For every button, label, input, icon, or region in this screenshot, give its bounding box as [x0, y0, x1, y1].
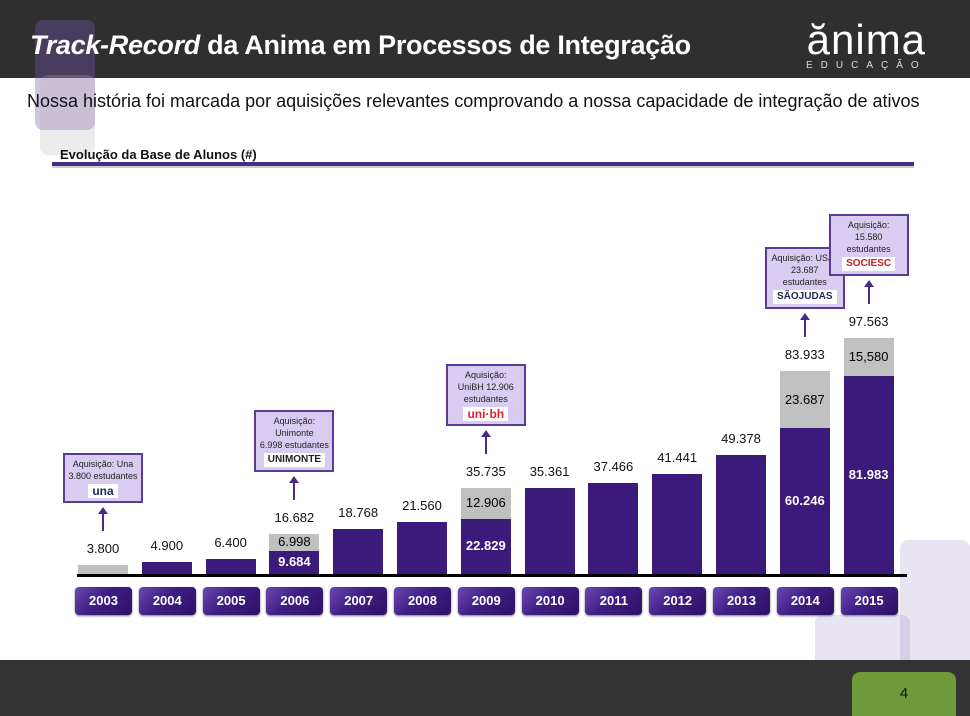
arrow-up-icon	[289, 475, 300, 500]
callout-text: Aquisição: USJT	[771, 252, 839, 263]
acquired-school-logo: una	[88, 483, 118, 498]
acquisition-callout: Aquisição: 15.580 estudantes SOCIESC	[828, 214, 909, 276]
callout-text: 15.580	[854, 232, 883, 242]
year-button-2005[interactable]: 2005	[202, 587, 260, 615]
arrow-up-icon	[480, 429, 491, 454]
year-button-2009[interactable]: 2009	[457, 587, 515, 615]
year-button-2013[interactable]: 2013	[713, 587, 770, 615]
acquired-school-logo: UNIMONTE	[263, 452, 326, 467]
year-button-2014[interactable]: 2014	[776, 587, 834, 615]
arrow-up-icon	[98, 506, 108, 531]
callout-text: Aquisição:	[847, 220, 890, 230]
bar-base-2010	[524, 488, 575, 574]
footer-bar	[0, 660, 970, 716]
total-label-2009: 35.735	[465, 463, 506, 479]
total-label-2004: 4.900	[150, 538, 184, 554]
acquisition-callout: Aquisição: Unimonte 6.998 estudantes UNIMON…	[254, 409, 335, 472]
total-label-2011: 37.466	[593, 459, 634, 475]
bar-base-2011	[588, 483, 639, 574]
year-button-2006[interactable]: 2006	[266, 587, 324, 615]
logo-sub: EDUCAÇÃO	[806, 60, 927, 71]
year-button-2010[interactable]: 2010	[521, 587, 579, 615]
bar-base-2004	[141, 562, 192, 574]
header-bar	[0, 0, 970, 78]
total-label-2014: 83.933	[784, 346, 825, 362]
acquisition-callout: Aquisição: Una 3.800 estudantes una	[63, 452, 143, 503]
callout-text: estudantes	[846, 244, 891, 254]
bar-label-acquisition-2015: 15,580	[848, 348, 889, 364]
total-label-2012: 41.441	[657, 449, 698, 465]
bar-acquisition-2014	[779, 370, 830, 429]
bar-acquisition-2015	[843, 338, 894, 376]
callout-text: Aquisição:	[273, 415, 316, 426]
title-italic: Track-Record	[30, 30, 200, 60]
year-button-2003[interactable]: 2003	[75, 587, 132, 615]
year-button-2008[interactable]: 2008	[394, 587, 451, 615]
callout-text: Aquisição:	[465, 369, 507, 380]
bar-base-2012	[652, 473, 703, 574]
bar-label-base-2009: 22.829	[465, 538, 506, 554]
page-title: Track-Record da Anima em Processos de In…	[30, 30, 691, 61]
callout-text: Unimonte	[275, 427, 314, 438]
total-label-2007: 18.768	[338, 504, 379, 520]
bar-base-2014	[779, 428, 830, 574]
page-number: 4	[852, 672, 956, 716]
bar-base-2007	[333, 528, 384, 574]
callout-text: 6.998 estudantes	[259, 439, 329, 450]
callout-text: 23.687	[791, 264, 819, 275]
acquired-school-logo: SÃOJUDAS	[773, 289, 837, 304]
divider	[52, 162, 914, 166]
decoration	[900, 540, 970, 670]
bar-label-acquisition-2014: 23.687	[784, 391, 825, 407]
total-label-2010: 35.361	[529, 464, 570, 480]
bar-acquisition-2003	[78, 564, 128, 574]
bar-base-2015	[843, 375, 894, 574]
divider	[52, 166, 914, 168]
bar-acquisition-2009	[460, 487, 511, 519]
bar-label-base-2015: 81.983	[848, 466, 889, 482]
callout-text: estudantes	[463, 393, 508, 404]
title-rest: da Anima em Processos de Integração	[199, 30, 691, 60]
decoration	[35, 20, 95, 130]
total-label-2013: 49.378	[721, 430, 761, 446]
total-label-2003: 3.800	[86, 540, 120, 556]
logo-word: ănima	[806, 16, 927, 63]
bar-label-base-2006: 9.684	[278, 554, 311, 570]
year-button-2015[interactable]: 2015	[840, 587, 898, 615]
bar-base-2006	[269, 550, 320, 574]
acquired-school-logo: SOCIESC	[842, 257, 896, 271]
bar-base-2005	[205, 558, 256, 574]
anima-logo: ănima EDUCAÇÃO	[806, 16, 927, 72]
bar-label-base-2014: 60.246	[784, 493, 825, 509]
total-label-2006: 16.682	[274, 509, 315, 525]
year-button-2011[interactable]: 2011	[585, 587, 643, 615]
callout-text: Aquisição: Una	[72, 458, 134, 469]
callout-text: estudantes	[782, 276, 827, 287]
total-label-2008: 21.560	[402, 497, 442, 513]
arrow-up-icon	[799, 312, 810, 337]
decoration	[40, 75, 95, 155]
acquired-school-logo: uni·bh	[463, 406, 509, 421]
bar-base-2009	[460, 518, 511, 574]
total-label-2015: 97.563	[848, 314, 889, 329]
bar-base-2008	[397, 521, 447, 574]
subtitle: Nossa história foi marcada por aquisiçõe…	[27, 91, 920, 111]
year-button-2012[interactable]: 2012	[649, 587, 707, 615]
year-button-2004[interactable]: 2004	[138, 587, 196, 615]
chart-title: Evolução da Base de Alunos (#)	[60, 147, 257, 162]
bar-acquisition-2006	[269, 533, 320, 551]
x-axis-line	[77, 574, 907, 577]
bar-base-2013	[716, 454, 766, 574]
year-button-2007[interactable]: 2007	[330, 587, 388, 615]
bar-label-acquisition-2009: 12.906	[465, 495, 506, 511]
callout-text: 3.800 estudantes	[68, 470, 138, 481]
acquisition-callout: Aquisição: UniBH 12.906 estudantes uni·bh	[445, 363, 526, 426]
arrow-up-icon	[863, 280, 874, 304]
callout-text: UniBH 12.906	[457, 381, 514, 392]
total-label-2005: 6.400	[214, 534, 247, 550]
bar-label-acquisition-2006: 6.998	[278, 534, 311, 550]
